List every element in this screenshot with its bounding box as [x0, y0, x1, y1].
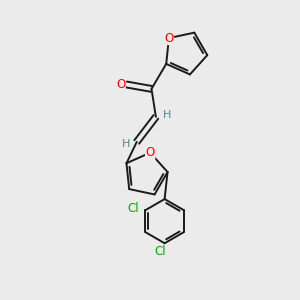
- Text: H: H: [122, 139, 130, 149]
- Text: O: O: [146, 146, 155, 159]
- Text: Cl: Cl: [154, 245, 166, 258]
- Text: O: O: [164, 32, 173, 45]
- Text: O: O: [116, 78, 125, 91]
- Text: H: H: [163, 110, 171, 119]
- Text: Cl: Cl: [127, 202, 139, 215]
